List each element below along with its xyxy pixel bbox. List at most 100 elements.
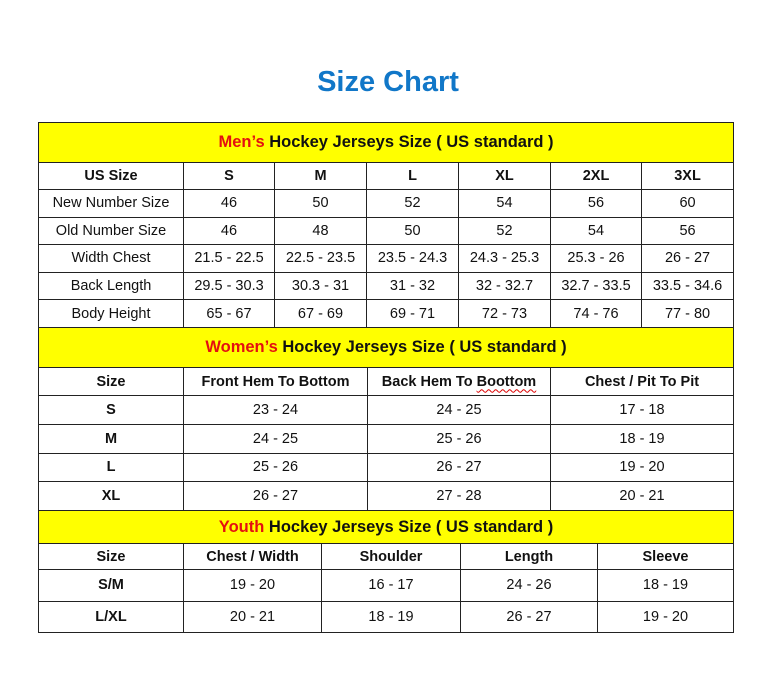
header-row: Size Chest / Width Shoulder Length Sleeve (38, 543, 735, 570)
table-cell: 17 - 18 (549, 395, 735, 425)
column-header: Chest / Width (183, 543, 322, 570)
column-header: Sleeve (596, 543, 735, 570)
table-cell: 31 - 32 (366, 271, 459, 301)
row-label: S/M (38, 569, 184, 602)
table-cell: 29.5 - 30.3 (183, 271, 275, 301)
column-header-text: 2XL (582, 168, 610, 184)
table-cell: 54 (458, 189, 551, 218)
table-cell: 25.3 - 26 (550, 244, 642, 273)
column-header-text: US Size (84, 168, 138, 184)
row-label: Old Number Size (38, 216, 184, 246)
women-table: Women’s Hockey Jerseys Size ( US standar… (37, 327, 735, 512)
table-cell: 23 - 24 (183, 395, 368, 425)
row-label: M (38, 423, 184, 454)
table-cell: 56 (550, 189, 642, 218)
column-header: Size (38, 543, 184, 570)
table-cell: 50 (274, 189, 367, 218)
column-header: Back Hem To Boottom (367, 367, 551, 396)
column-header-text: Sleeve (642, 548, 689, 565)
table-cell: 25 - 26 (183, 452, 368, 483)
banner-text: Hockey Jerseys Size ( US standard ) (264, 517, 554, 536)
column-header: 3XL (640, 162, 735, 190)
table-row: L/XL 20 - 21 18 - 19 26 - 27 19 - 20 (38, 600, 735, 633)
column-header-text: Front Hem To Bottom (201, 373, 350, 390)
table-cell: 26 - 27 (640, 244, 735, 273)
column-header-text: Back Hem To Boottom (381, 373, 537, 390)
column-header-text: L (408, 168, 417, 184)
column-header: US Size (38, 162, 184, 190)
table-row: M 24 - 25 25 - 26 18 - 19 (38, 423, 735, 454)
table-row: Width Chest 21.5 - 22.5 22.5 - 23.5 23.5 - … (38, 244, 735, 273)
table-cell: 19 - 20 (183, 569, 322, 602)
table-cell: 77 - 80 (640, 299, 735, 328)
table-cell: 20 - 21 (549, 481, 735, 512)
column-header: S (183, 162, 275, 190)
column-header: M (274, 162, 367, 190)
column-header: Shoulder (321, 543, 461, 570)
table-cell: 32 - 32.7 (458, 271, 551, 301)
header-row: Size Front Hem To Bottom Back Hem To Boott… (38, 367, 735, 396)
table-cell: 26 - 27 (460, 600, 598, 633)
table-row: Back Length 29.5 - 30.3 30.3 - 31 31 - 32 32… (38, 271, 735, 301)
table-cell: 24 - 25 (367, 395, 551, 425)
table-cell: 24.3 - 25.3 (458, 244, 551, 273)
table-cell: 52 (366, 189, 459, 218)
row-label: Width Chest (38, 244, 184, 273)
table-cell: 20 - 21 (183, 600, 322, 633)
youth-size-table: Youth Hockey Jerseys Size ( US standard … (37, 510, 735, 633)
men-banner: Men’s Hockey Jerseys Size ( US standard … (37, 122, 735, 163)
table-cell: 32.7 - 33.5 (550, 271, 642, 301)
table-cell: 23.5 - 24.3 (366, 244, 459, 273)
column-header-text: XL (495, 168, 514, 184)
table-cell: 50 (366, 216, 459, 246)
table-row: S/M 19 - 20 16 - 17 24 - 26 18 - 19 (38, 569, 735, 602)
table-cell: 67 - 69 (274, 299, 367, 328)
table-cell: 65 - 67 (183, 299, 275, 328)
row-label: L (38, 452, 184, 483)
table-row: S 23 - 24 24 - 25 17 - 18 (38, 395, 735, 425)
column-header: Size (38, 367, 184, 396)
table-cell: 54 (550, 216, 642, 246)
row-label: Back Length (38, 271, 184, 301)
column-header: Length (460, 543, 598, 570)
table-cell: 19 - 20 (549, 452, 735, 483)
banner-highlight: Men’s (218, 133, 265, 151)
table-cell: 18 - 19 (549, 423, 735, 454)
table-cell: 19 - 20 (596, 600, 735, 633)
banner-text: Hockey Jerseys Size ( US standard ) (277, 338, 567, 356)
women-size-table: Women’s Hockey Jerseys Size ( US standar… (37, 327, 735, 512)
page-title: Size Chart (317, 66, 459, 98)
table-cell: 74 - 76 (550, 299, 642, 328)
column-header-text: Chest / Pit To Pit (584, 373, 700, 390)
column-header-text: Length (504, 548, 554, 565)
column-header-text: Chest / Width (206, 548, 299, 565)
column-header-text: S (224, 168, 234, 184)
table-cell: 56 (640, 216, 735, 246)
table-cell: 16 - 17 (321, 569, 461, 602)
table-cell: 33.5 - 34.6 (640, 271, 735, 301)
column-header: XL (458, 162, 551, 190)
table-cell: 24 - 26 (460, 569, 598, 602)
table-row: Old Number Size 46 48 50 52 54 56 (38, 216, 735, 246)
column-header: L (366, 162, 459, 190)
women-banner: Women’s Hockey Jerseys Size ( US standar… (37, 327, 735, 368)
table-cell: 52 (458, 216, 551, 246)
youth-table: Youth Hockey Jerseys Size ( US standard … (37, 510, 735, 633)
table-row: New Number Size 46 50 52 54 56 60 (38, 189, 735, 218)
column-header: Chest / Pit To Pit (549, 367, 735, 396)
table-cell: 26 - 27 (183, 481, 368, 512)
column-header-text: Shoulder (359, 548, 423, 565)
table-cell: 46 (183, 189, 275, 218)
banner-text: Hockey Jerseys Size ( US standard ) (264, 133, 554, 151)
table-row: Body Height 65 - 67 67 - 69 69 - 71 72 - 73 7… (38, 299, 735, 328)
table-cell: 18 - 19 (596, 569, 735, 602)
row-label: New Number Size (38, 189, 184, 218)
table-cell: 60 (640, 189, 735, 218)
table-cell: 48 (274, 216, 367, 246)
table-cell: 46 (183, 216, 275, 246)
column-header: Front Hem To Bottom (183, 367, 368, 396)
table-cell: 30.3 - 31 (274, 271, 367, 301)
table-cell: 69 - 71 (366, 299, 459, 328)
column-header-text: Size (96, 548, 126, 565)
column-header-text: M (314, 168, 327, 184)
